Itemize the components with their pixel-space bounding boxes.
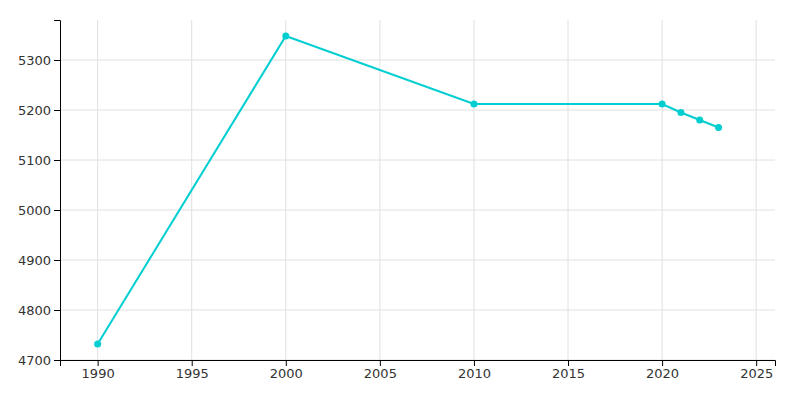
grid-line-y <box>60 60 775 61</box>
y-tick-label: 5000 <box>18 203 51 218</box>
x-tick-mark <box>662 360 663 366</box>
x-tick: 2015 <box>552 360 585 381</box>
y-tick-label: 4900 <box>18 253 51 268</box>
x-tick-label: 2015 <box>552 366 585 381</box>
x-tick-mark <box>192 360 193 366</box>
point <box>282 33 289 40</box>
point <box>715 124 722 131</box>
x-tick-label: 1995 <box>176 366 209 381</box>
x-tick-label: 2005 <box>364 366 397 381</box>
y-tick-label: 4700 <box>18 353 51 368</box>
y-tick-label: 5300 <box>18 53 51 68</box>
grid-line-x <box>473 20 474 360</box>
x-tick-mark <box>98 360 99 366</box>
x-tick-label: 2000 <box>270 366 303 381</box>
x-tick-mark <box>568 360 569 366</box>
x-tick-mark <box>286 360 287 366</box>
point <box>696 117 703 124</box>
x-axis: 1990 1995 2000 2005 2010 2015 2020 2025 <box>61 360 776 381</box>
grid-line-y <box>60 260 775 261</box>
x-tick-mark <box>380 360 381 366</box>
y-tick: 5200 <box>18 103 60 118</box>
grid-line-y <box>60 210 775 211</box>
y-tick-label: 4800 <box>18 303 51 318</box>
y-tick-mark <box>54 360 60 361</box>
y-tick: 4800 <box>18 303 60 318</box>
grid-line-y <box>60 110 775 111</box>
y-tick-label: 5200 <box>18 103 51 118</box>
x-tick: 2005 <box>364 360 397 381</box>
grid-line-y <box>60 160 775 161</box>
y-tick-label: 5100 <box>18 153 51 168</box>
x-tick: 1990 <box>82 360 115 381</box>
grid-line-y <box>60 310 775 311</box>
x-tick-mark <box>756 360 757 366</box>
y-tick-mark <box>54 260 60 261</box>
point <box>659 101 666 108</box>
grid <box>60 20 775 360</box>
grid-line-x <box>662 20 663 360</box>
y-tick: 5100 <box>18 153 60 168</box>
x-tick: 2025 <box>740 360 773 381</box>
chart-svg: 1990 1995 2000 2005 2010 2015 2020 2025 4700 4800… <box>0 0 800 400</box>
grid-line-x <box>568 20 569 360</box>
x-tick-label: 2025 <box>740 366 773 381</box>
y-tick-mark <box>54 160 60 161</box>
y-tick-mark <box>54 60 60 61</box>
point <box>470 101 477 108</box>
x-tick: 2010 <box>458 360 491 381</box>
x-tick: 2020 <box>646 360 679 381</box>
marks <box>94 33 722 348</box>
y-tick: 5000 <box>18 203 60 218</box>
y-tick-mark <box>54 310 60 311</box>
y-tick: 4700 <box>18 353 60 368</box>
x-tick: 1995 <box>176 360 209 381</box>
x-tick-mark <box>474 360 475 366</box>
y-axis-line <box>54 21 61 361</box>
x-tick-label: 2010 <box>458 366 491 381</box>
y-tick: 5300 <box>18 53 60 68</box>
plot: 1990 1995 2000 2005 2010 2015 2020 2025 4700 4800… <box>18 20 776 381</box>
grid-line-x <box>97 20 98 360</box>
grid-line-x <box>285 20 286 360</box>
y-tick: 4900 <box>18 253 60 268</box>
chart-container: 1990 1995 2000 2005 2010 2015 2020 2025 4700 4800… <box>0 0 800 400</box>
y-tick-mark <box>54 110 60 111</box>
x-tick-label: 2020 <box>646 366 679 381</box>
y-axis: 4700 4800 4900 5000 5100 5200 5300 <box>18 21 61 368</box>
line <box>98 36 719 344</box>
x-tick-label: 1990 <box>82 366 115 381</box>
x-axis-line <box>61 361 776 367</box>
point <box>677 109 684 116</box>
grid-line-x <box>756 20 757 360</box>
point <box>94 341 101 348</box>
x-tick: 2000 <box>270 360 303 381</box>
y-tick-mark <box>54 210 60 211</box>
